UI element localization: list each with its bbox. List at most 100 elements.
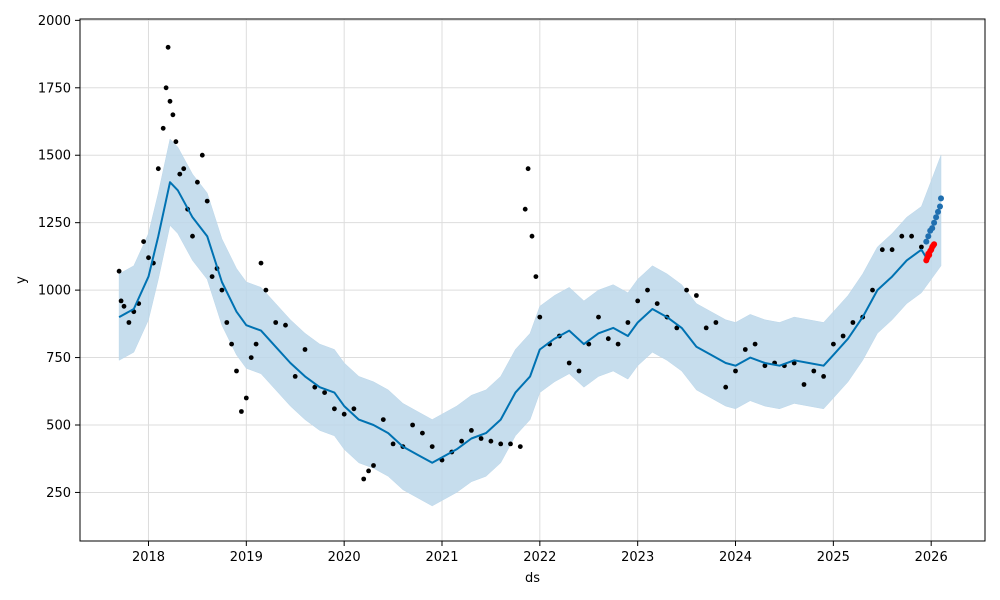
- observed-point: [199, 152, 205, 158]
- observed-point: [380, 417, 386, 422]
- observed-point: [752, 341, 758, 347]
- observed-point: [224, 320, 230, 325]
- x-axis-ticks: 2018 2019 2020 2021 2022 2023 2024 2025 2026: [132, 541, 948, 565]
- observed-point: [596, 314, 601, 320]
- observed-point: [173, 139, 179, 145]
- observed-point: [170, 112, 176, 118]
- y-axis-label: y: [14, 276, 29, 284]
- forecast-yhat-line: [118, 181, 928, 464]
- future-forecast-point: [929, 225, 936, 232]
- observed-point: [302, 347, 308, 352]
- uncertainty-band-area: [118, 138, 942, 507]
- red-point: [931, 241, 938, 248]
- observed-point: [840, 333, 846, 339]
- future-forecast-point: [925, 233, 932, 240]
- y-tick-label: 750: [46, 351, 71, 366]
- observed-point: [674, 325, 680, 331]
- observed-point: [919, 244, 924, 250]
- observed-point: [488, 438, 494, 444]
- observed-point: [508, 441, 513, 447]
- observed-point: [248, 355, 254, 360]
- observed-point: [420, 430, 425, 436]
- y-tick-label: 1500: [38, 149, 71, 164]
- observed-point: [141, 239, 147, 245]
- observed-point: [160, 125, 166, 131]
- y-tick-label: 1000: [38, 284, 71, 299]
- x-axis-label: ds: [525, 571, 540, 586]
- observed-point: [478, 436, 484, 441]
- observed-point: [831, 341, 836, 347]
- observed-point: [742, 347, 748, 352]
- y-tick-label: 2000: [38, 14, 71, 29]
- red-points: [923, 241, 938, 264]
- observed-point: [889, 247, 895, 253]
- observed-point: [258, 260, 264, 266]
- observed-point: [459, 438, 464, 444]
- observed-point: [126, 320, 132, 325]
- observed-point: [243, 395, 249, 401]
- observed-point: [234, 368, 239, 374]
- observed-point: [625, 320, 631, 325]
- observed-point: [654, 301, 660, 306]
- observed-point: [870, 287, 875, 293]
- observed-point: [522, 206, 528, 212]
- observed-point: [703, 325, 709, 331]
- observed-point: [850, 320, 856, 325]
- future-forecast-point: [937, 203, 943, 210]
- observed-point: [177, 171, 183, 177]
- observed-point: [517, 444, 523, 449]
- observed-point: [576, 368, 582, 374]
- observed-point: [322, 390, 327, 395]
- observed-point: [209, 274, 215, 279]
- observed-point: [537, 314, 543, 320]
- observed-point: [525, 166, 531, 172]
- observed-point: [605, 336, 611, 342]
- observed-point: [181, 166, 187, 172]
- observed-point: [155, 166, 161, 172]
- y-tick-label: 250: [46, 486, 71, 501]
- observed-point: [723, 384, 729, 390]
- x-tick-label: 2020: [328, 550, 361, 565]
- observed-point: [566, 360, 572, 366]
- observed-point: [361, 476, 367, 482]
- future-forecast-point: [931, 219, 938, 226]
- observed-point: [165, 44, 171, 50]
- observed-point: [116, 268, 122, 274]
- observed-point: [429, 444, 435, 449]
- observed-point: [371, 463, 376, 468]
- observed-point: [146, 255, 151, 261]
- future-forecast-point: [933, 214, 940, 221]
- observed-point: [879, 247, 885, 253]
- plot-frame: [79, 18, 986, 542]
- observed-point: [118, 298, 124, 304]
- observed-point: [684, 287, 689, 293]
- observed-point: [239, 409, 244, 414]
- observed-point: [273, 320, 279, 325]
- observed-point: [498, 441, 504, 447]
- x-tick-label: 2018: [132, 550, 165, 565]
- observed-point: [909, 233, 914, 239]
- observed-point: [762, 363, 768, 369]
- uncertainty-band: [118, 138, 942, 507]
- observed-point: [586, 341, 592, 347]
- x-tick-label: 2022: [523, 550, 556, 565]
- y-tick-label: 500: [46, 419, 71, 434]
- observed-point: [263, 287, 269, 293]
- y-axis-ticks: 250 500 750 1000 1250 1500 1750 2000: [38, 14, 80, 501]
- future-forecast-points: [923, 195, 944, 245]
- future-forecast-point: [938, 195, 944, 202]
- observed-point: [733, 368, 738, 374]
- observed-point: [253, 341, 259, 347]
- observed-point: [195, 179, 200, 185]
- observed-point: [469, 428, 474, 433]
- x-tick-label: 2025: [817, 550, 850, 565]
- x-tick-label: 2023: [621, 550, 654, 565]
- observed-point: [811, 368, 817, 374]
- future-forecast-point: [935, 208, 941, 215]
- observed-point: [713, 320, 719, 325]
- x-tick-label: 2019: [230, 550, 263, 565]
- observed-point: [390, 441, 396, 447]
- observed-point: [645, 287, 650, 293]
- observed-point: [635, 298, 641, 304]
